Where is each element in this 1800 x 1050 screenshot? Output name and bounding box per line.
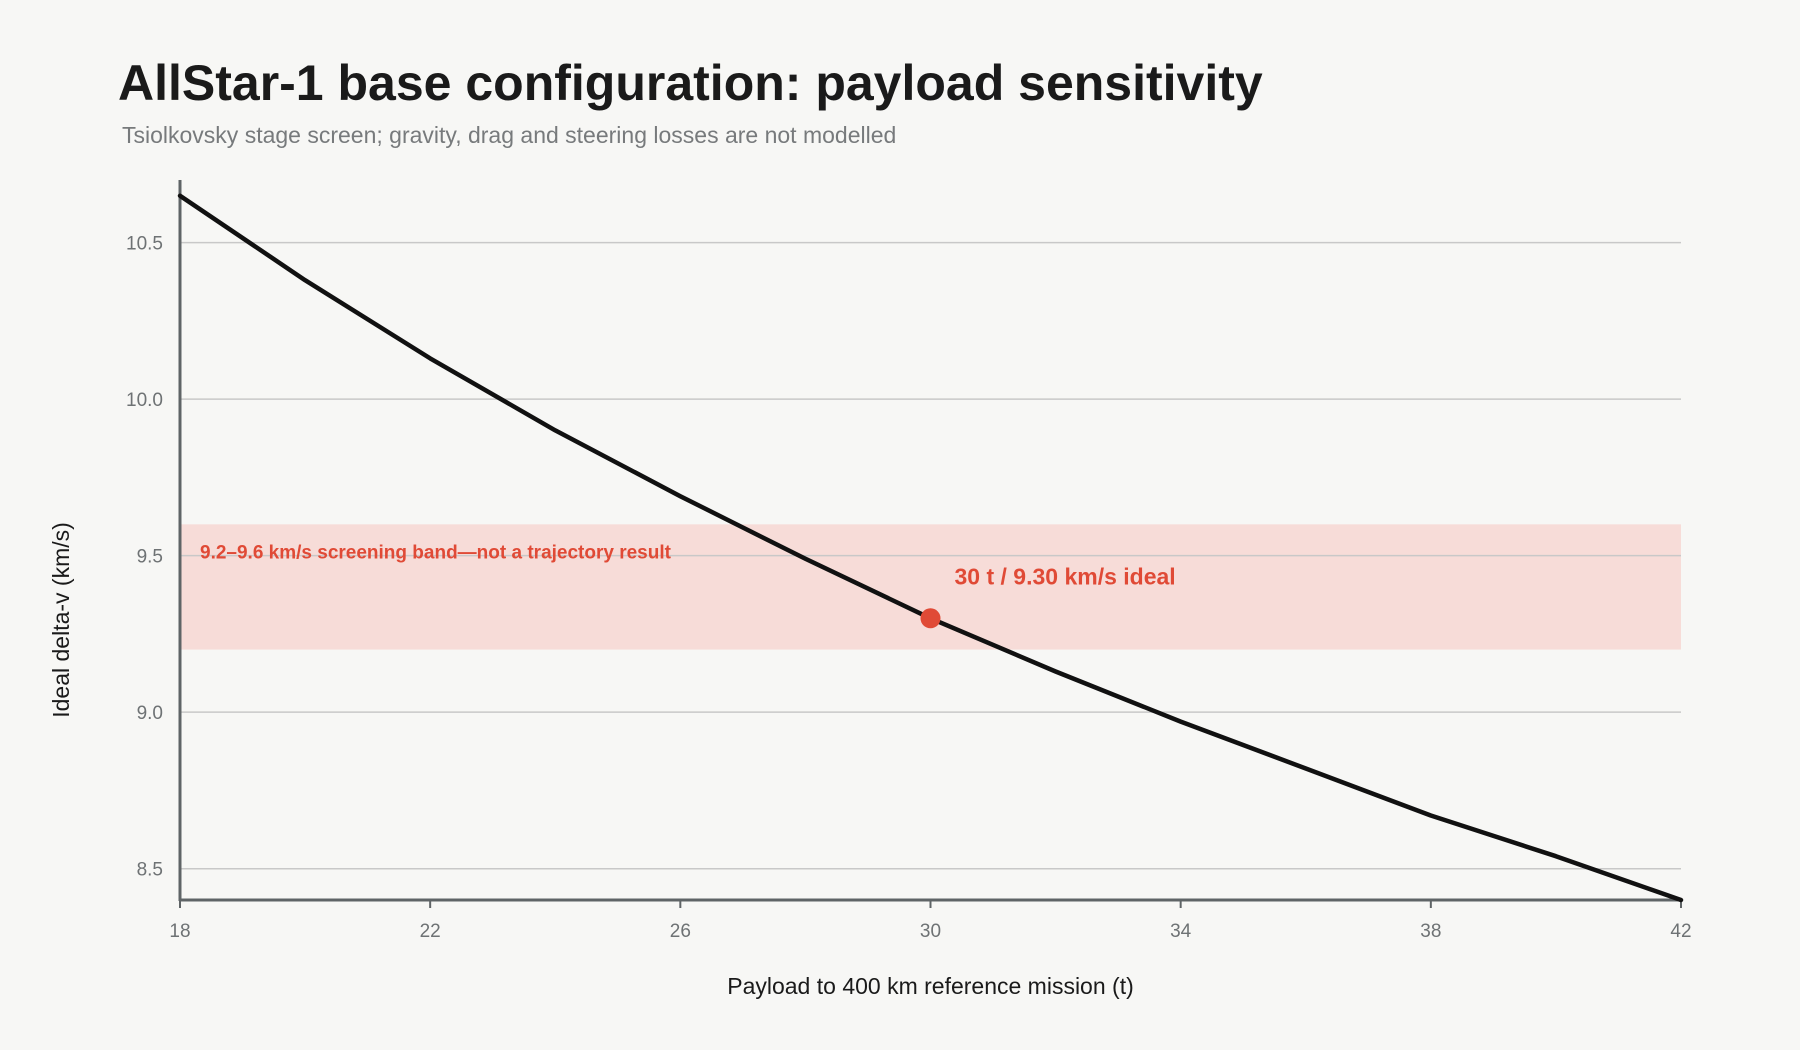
y-tick-label: 9.5 <box>137 547 163 568</box>
x-tick-label: 42 <box>1670 921 1691 942</box>
screening-band <box>180 524 1681 650</box>
x-tick-label: 34 <box>1170 921 1192 942</box>
y-tick-label: 9.0 <box>137 703 163 724</box>
grid-layer <box>180 241 1681 870</box>
x-axis-title: Payload to 400 km reference mission (t) <box>727 973 1134 999</box>
chart-title: AllStar-1 base configuration: payload se… <box>118 55 1263 111</box>
x-tick-label: 38 <box>1420 921 1441 942</box>
chart-subtitle: Tsiolkovsky stage screen; gravity, drag … <box>122 122 897 148</box>
y-tick-label: 10.5 <box>126 234 163 255</box>
x-tick-label: 26 <box>670 921 691 942</box>
y-axis-title: Ideal delta-v (km/s) <box>48 522 74 718</box>
x-tick-label: 18 <box>169 921 190 942</box>
y-tick-label: 10.0 <box>126 390 163 411</box>
y-tick-label: 8.5 <box>137 860 163 881</box>
annotation-layer: 9.2–9.6 km/s screening band—not a trajec… <box>200 542 1176 629</box>
x-tick-label: 22 <box>420 921 441 942</box>
highlight-point-label: 30 t / 9.30 km/s ideal <box>955 563 1176 589</box>
highlight-point <box>920 608 941 629</box>
x-tick-label: 30 <box>920 921 941 942</box>
axis-layer: 8.5 9.0 9.5 10.0 10.5 18 22 26 30 34 38 42 Payload t… <box>48 180 1692 999</box>
band-label: 9.2–9.6 km/s screening band—not a trajec… <box>200 542 672 563</box>
band-layer <box>180 524 1681 650</box>
